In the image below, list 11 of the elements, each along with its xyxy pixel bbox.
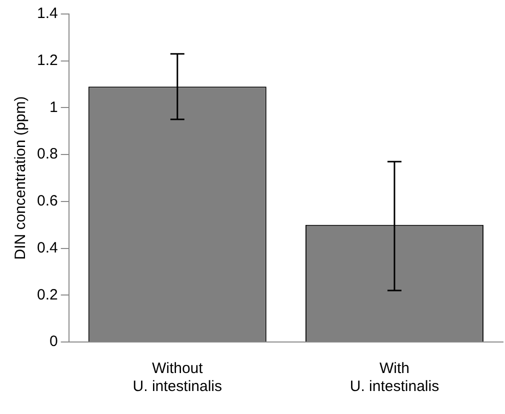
y-axis-title: DIN concentration (ppm) — [12, 96, 30, 260]
y-tick-label: 1 — [50, 98, 58, 116]
y-tick-label: 0.2 — [36, 286, 58, 304]
x-tick-label: With U. intestinalis — [350, 360, 440, 396]
y-tick-label: 0 — [50, 333, 58, 350]
y-tick-label: 0.4 — [36, 239, 58, 256]
y-tick-label: 0.6 — [36, 192, 58, 210]
x-tick-label: Without U. intestinalis — [132, 360, 222, 396]
y-tick-label: 1.2 — [36, 52, 58, 69]
y-tick-label: 0.8 — [36, 146, 58, 163]
y-tick-label: 1.4 — [36, 5, 58, 22]
